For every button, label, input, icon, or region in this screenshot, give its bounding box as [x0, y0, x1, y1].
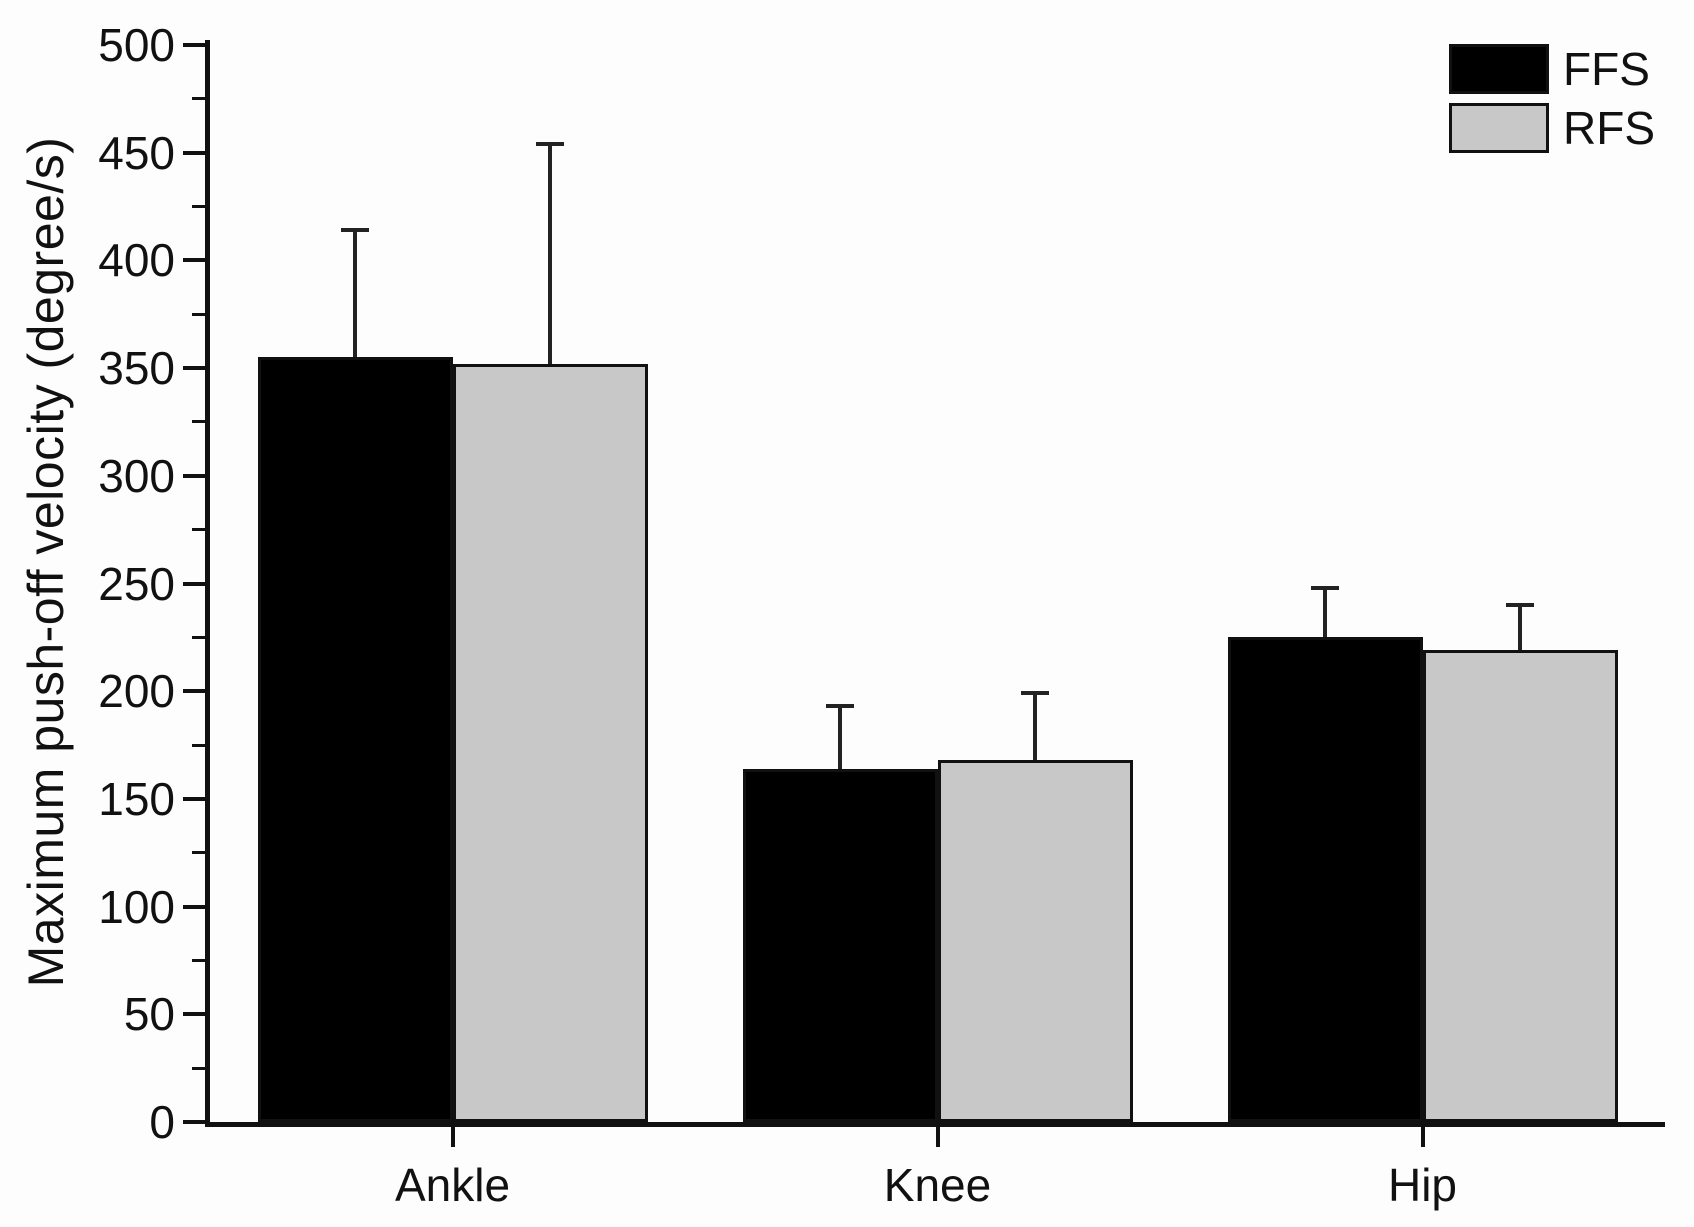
legend: FFS RFS	[1449, 42, 1655, 155]
y-tick-major	[183, 473, 205, 478]
y-tick-major	[183, 581, 205, 586]
y-tick-label: 50	[123, 988, 175, 1041]
error-bar-line	[1518, 605, 1522, 651]
legend-swatch-ffs	[1449, 44, 1549, 94]
y-tick-label: 400	[98, 234, 175, 287]
y-tick-minor	[192, 312, 205, 316]
x-axis-line	[205, 1122, 1665, 1127]
bar-ffs-knee	[742, 768, 938, 1122]
error-bar-cap	[1311, 585, 1339, 590]
error-bar-line	[1323, 587, 1327, 638]
y-tick-major	[183, 258, 205, 263]
error-bar-cap	[1021, 691, 1049, 696]
error-bar-line	[548, 144, 552, 364]
x-tick	[1420, 1127, 1425, 1147]
y-tick-major	[183, 689, 205, 694]
y-tick-minor	[192, 851, 205, 855]
error-bar-cap	[826, 704, 854, 709]
legend-item-ffs: FFS	[1449, 42, 1655, 96]
x-category-label: Ankle	[394, 1159, 511, 1211]
bar-ffs-hip	[1227, 637, 1423, 1122]
error-bar-cap	[341, 228, 369, 233]
x-category-label: Knee	[883, 1159, 992, 1211]
x-category-label: Hip	[1387, 1159, 1458, 1211]
bar-rfs-knee	[937, 760, 1133, 1122]
error-bar-cap	[1506, 603, 1534, 608]
y-tick-major	[183, 43, 205, 47]
y-tick-major	[183, 904, 205, 909]
y-tick-label: 0	[149, 1096, 175, 1148]
bar-rfs-hip	[1422, 650, 1618, 1122]
legend-swatch-rfs	[1449, 103, 1549, 153]
y-tick-major	[183, 1120, 205, 1124]
y-tick-label: 300	[98, 449, 175, 502]
y-tick-minor	[192, 420, 205, 424]
y-tick-label: 150	[98, 772, 175, 825]
legend-label-rfs: RFS	[1563, 102, 1655, 154]
y-tick-major	[183, 366, 205, 371]
y-tick-label: 250	[98, 557, 175, 610]
y-tick-minor	[192, 205, 205, 209]
error-bar-line	[838, 706, 842, 769]
error-bar-line	[353, 230, 357, 358]
bar-ffs-ankle	[257, 357, 453, 1122]
y-tick-major	[183, 150, 205, 155]
y-tick-minor	[192, 743, 205, 747]
y-tick-label: 100	[98, 880, 175, 933]
y-tick-minor	[192, 528, 205, 532]
y-tick-minor	[192, 635, 205, 639]
y-tick-label: 450	[98, 126, 175, 179]
x-tick	[450, 1127, 455, 1147]
y-tick-minor	[192, 1066, 205, 1070]
legend-item-rfs: RFS	[1449, 101, 1655, 155]
legend-label-ffs: FFS	[1563, 43, 1650, 95]
y-axis-line	[205, 40, 210, 1127]
y-tick-label: 500	[98, 19, 175, 71]
y-tick-major	[183, 796, 205, 801]
y-tick-minor	[192, 97, 205, 101]
x-tick	[935, 1127, 940, 1147]
bar-rfs-ankle	[452, 363, 648, 1122]
error-bar-cap	[536, 142, 564, 147]
y-tick-label: 350	[98, 342, 175, 395]
y-tick-minor	[192, 958, 205, 962]
y-tick-label: 200	[98, 665, 175, 718]
y-tick-major	[183, 1012, 205, 1017]
error-bar-line	[1033, 693, 1037, 761]
